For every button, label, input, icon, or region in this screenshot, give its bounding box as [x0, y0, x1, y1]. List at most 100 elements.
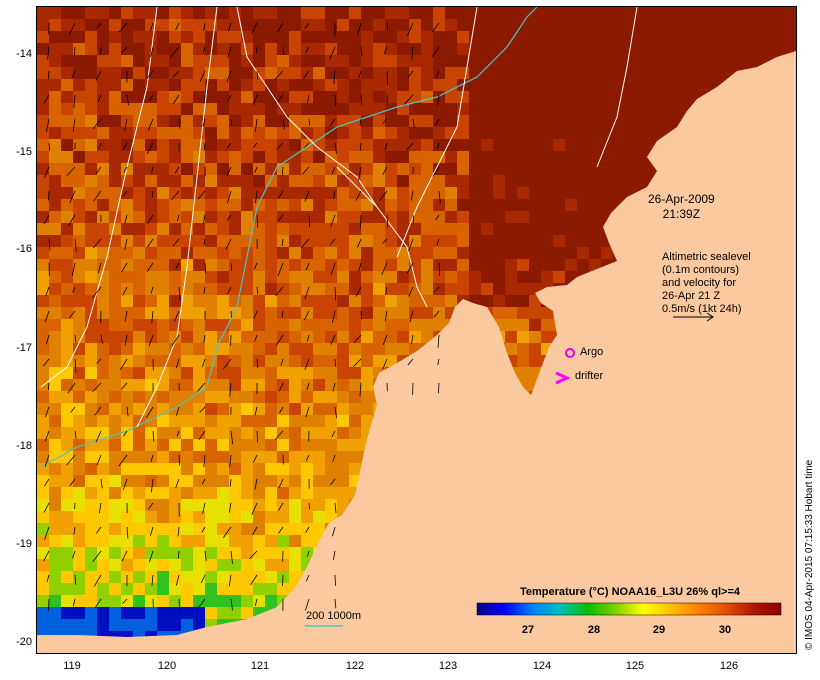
sst-cell — [85, 55, 97, 67]
sst-cell — [169, 583, 181, 595]
sst-cell — [289, 31, 301, 43]
sst-cell — [337, 355, 349, 367]
sst-cell — [277, 79, 289, 91]
sst-cell — [457, 259, 469, 271]
velocity-arrow — [44, 478, 50, 487]
sst-cell — [265, 559, 277, 571]
sst-cell — [265, 55, 277, 67]
sst-cell — [97, 127, 109, 139]
sst-cell — [421, 31, 433, 43]
sst-cell — [325, 199, 337, 211]
sst-cell — [541, 319, 553, 331]
sst-cell — [637, 91, 649, 103]
sst-cell — [481, 67, 493, 79]
velocity-arrow — [122, 142, 128, 150]
sst-cell — [673, 19, 685, 31]
sst-cell — [577, 43, 589, 55]
velocity-arrow — [282, 46, 285, 56]
sst-cell — [241, 427, 253, 439]
sst-cell — [97, 103, 109, 115]
sst-cell — [73, 283, 85, 295]
velocity-arrow — [278, 94, 284, 102]
sst-cell — [265, 7, 277, 19]
sst-cell — [193, 403, 205, 415]
sst-cell — [349, 343, 361, 355]
sst-cell — [169, 475, 181, 487]
sst-cell — [169, 55, 181, 67]
sst-cell — [229, 319, 241, 331]
sst-cell — [193, 295, 205, 307]
sst-cell — [193, 283, 205, 295]
sst-cell — [721, 43, 733, 55]
velocity-arrow — [199, 406, 206, 413]
sst-cell — [217, 427, 229, 439]
sst-cell — [529, 211, 541, 223]
sst-cell — [373, 307, 385, 319]
sst-cell — [637, 175, 649, 187]
sst-cell — [277, 91, 289, 103]
sst-cell — [349, 79, 361, 91]
sst-cell — [37, 175, 49, 187]
velocity-arrow — [97, 94, 102, 103]
sst-cell — [625, 139, 637, 151]
sst-cell — [265, 547, 277, 559]
sst-cell — [529, 259, 541, 271]
colorbar-tick-29: 29 — [652, 624, 666, 636]
sst-cell — [685, 43, 697, 55]
sst-cell — [253, 487, 265, 499]
velocity-arrow — [437, 358, 440, 366]
sst-cell — [697, 31, 709, 43]
sst-cell — [361, 7, 373, 19]
sst-cell — [553, 175, 565, 187]
sst-cell — [61, 355, 73, 367]
sst-cell — [133, 79, 145, 91]
sealevel-note-4: 26-Apr 21 Z — [662, 290, 721, 302]
sst-cell — [301, 475, 313, 487]
sst-cell — [73, 499, 85, 511]
sst-cell — [493, 247, 505, 259]
sst-cell — [529, 151, 541, 163]
sst-cell — [589, 103, 601, 115]
sst-cell — [517, 259, 529, 271]
sst-cell — [469, 127, 481, 139]
sst-cell — [301, 487, 313, 499]
sst-cell — [373, 127, 385, 139]
sst-cell — [73, 331, 85, 343]
sst-cell — [145, 427, 157, 439]
sst-cell — [85, 103, 97, 115]
velocity-arrow — [431, 22, 440, 33]
sst-cell — [61, 535, 73, 547]
sst-cell — [169, 235, 181, 247]
sst-cell — [553, 211, 565, 223]
sst-cell — [361, 403, 373, 415]
sst-cell — [193, 427, 205, 439]
sst-cell — [157, 199, 169, 211]
sst-cell — [133, 367, 145, 379]
sst-cell — [349, 127, 361, 139]
sst-cell — [265, 163, 277, 175]
sst-cell — [625, 175, 637, 187]
sst-cell — [253, 259, 265, 271]
sst-cell — [133, 547, 145, 559]
sst-cell — [37, 31, 49, 43]
sst-cell — [241, 211, 253, 223]
sst-cell — [661, 91, 673, 103]
sst-cell — [289, 319, 301, 331]
sst-cell — [289, 511, 301, 523]
sst-cell — [85, 415, 97, 427]
sst-cell — [289, 403, 301, 415]
sst-cell — [181, 391, 193, 403]
velocity-arrow — [177, 550, 180, 559]
sst-cell — [613, 91, 625, 103]
velocity-arrow — [92, 118, 102, 130]
sst-cell — [373, 199, 385, 211]
sst-cell — [685, 55, 697, 67]
sst-cell — [157, 523, 169, 535]
sst-cell — [61, 379, 73, 391]
velocity-arrow — [124, 214, 128, 224]
sst-cell — [241, 127, 253, 139]
sst-cell — [109, 475, 121, 487]
sst-cell — [85, 511, 97, 523]
sst-cell — [97, 31, 109, 43]
velocity-arrow — [147, 502, 154, 510]
